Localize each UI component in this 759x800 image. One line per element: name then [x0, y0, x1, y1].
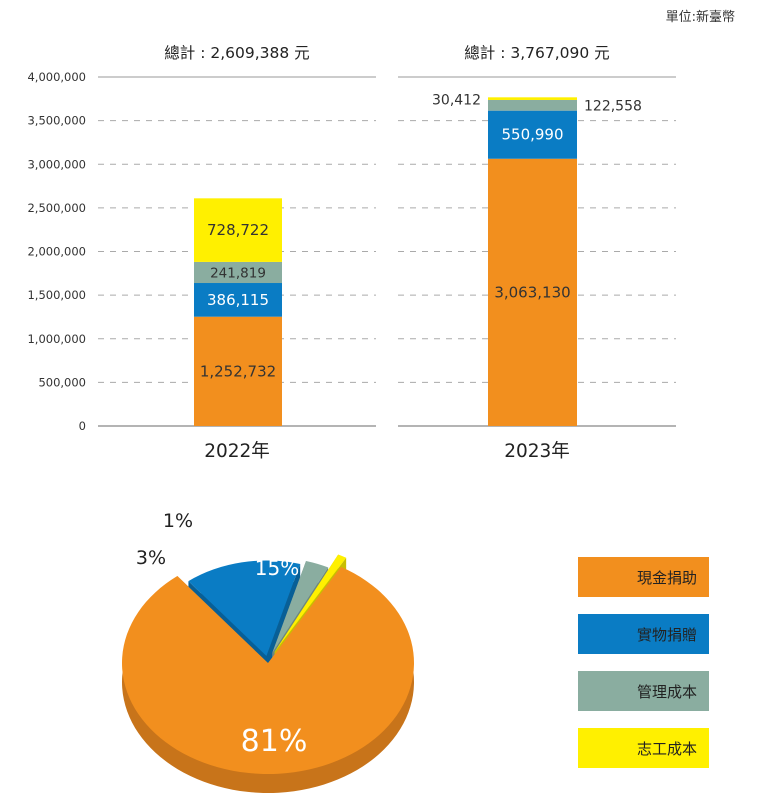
pie-slice: [274, 554, 347, 652]
y-tick-label: 4,000,000: [27, 70, 86, 84]
legend-label-cash: 現金捐助: [636, 569, 697, 587]
total-label: 總計 : 3,767,090 元: [464, 44, 609, 62]
y-tick-label: 1,500,000: [27, 288, 86, 302]
pie-slice: [188, 560, 301, 656]
bar-value-label: 122,558: [584, 98, 642, 114]
legend-label-in-kind: 實物捐贈: [636, 626, 697, 644]
category-label: 2023年: [504, 441, 570, 462]
pie-label: 1%: [163, 510, 193, 532]
total-label: 總計 : 2,609,388 元: [164, 44, 309, 62]
legend-item-volunteer: 志工成本: [578, 728, 709, 768]
bar-segment: [488, 110, 577, 159]
bar-value-label: 241,819: [210, 265, 266, 281]
pie-label: 3%: [136, 547, 166, 569]
legend-item-cash: 現金捐助: [578, 557, 709, 597]
bar-value-label: 728,722: [207, 221, 269, 239]
y-tick-label: 3,000,000: [27, 157, 86, 171]
bar-value-label: 386,115: [207, 291, 269, 309]
bar-value-label: 550,990: [501, 126, 563, 144]
bar-value-label: 30,412: [432, 93, 481, 109]
bar-segment: [488, 99, 577, 111]
bar-value-label: 1,252,732: [200, 362, 276, 380]
pie-label: 15%: [255, 556, 299, 580]
pie-slice: [272, 560, 329, 653]
pie-legend: 現金捐助 實物捐贈 管理成本 志工成本: [578, 557, 709, 785]
bar-segment: [194, 283, 282, 317]
bar-value-label: 3,063,130: [494, 283, 570, 301]
legend-label-admin: 管理成本: [636, 683, 697, 701]
unit-label: 單位:新臺幣: [665, 10, 735, 25]
legend-item-admin: 管理成本: [578, 671, 709, 711]
legend-item-in-kind: 實物捐贈: [578, 614, 709, 654]
pie-label: 81%: [241, 724, 308, 759]
pie-slice: [122, 566, 415, 774]
y-tick-label: 2,000,000: [27, 245, 86, 259]
legend-label-volunteer: 志工成本: [636, 740, 697, 758]
y-tick-label: 2,500,000: [27, 201, 86, 215]
bar-segment: [194, 261, 282, 284]
y-tick-label: 1,000,000: [27, 332, 86, 346]
y-tick-label: 3,500,000: [27, 114, 86, 128]
y-tick-label: 500,000: [38, 375, 86, 389]
bar-segment: [488, 97, 577, 100]
y-tick-label: 0: [79, 419, 86, 433]
bar-segment: [194, 198, 282, 262]
bar-segment: [194, 316, 282, 426]
bar-segment: [488, 158, 577, 426]
category-label: 2022年: [204, 441, 270, 462]
